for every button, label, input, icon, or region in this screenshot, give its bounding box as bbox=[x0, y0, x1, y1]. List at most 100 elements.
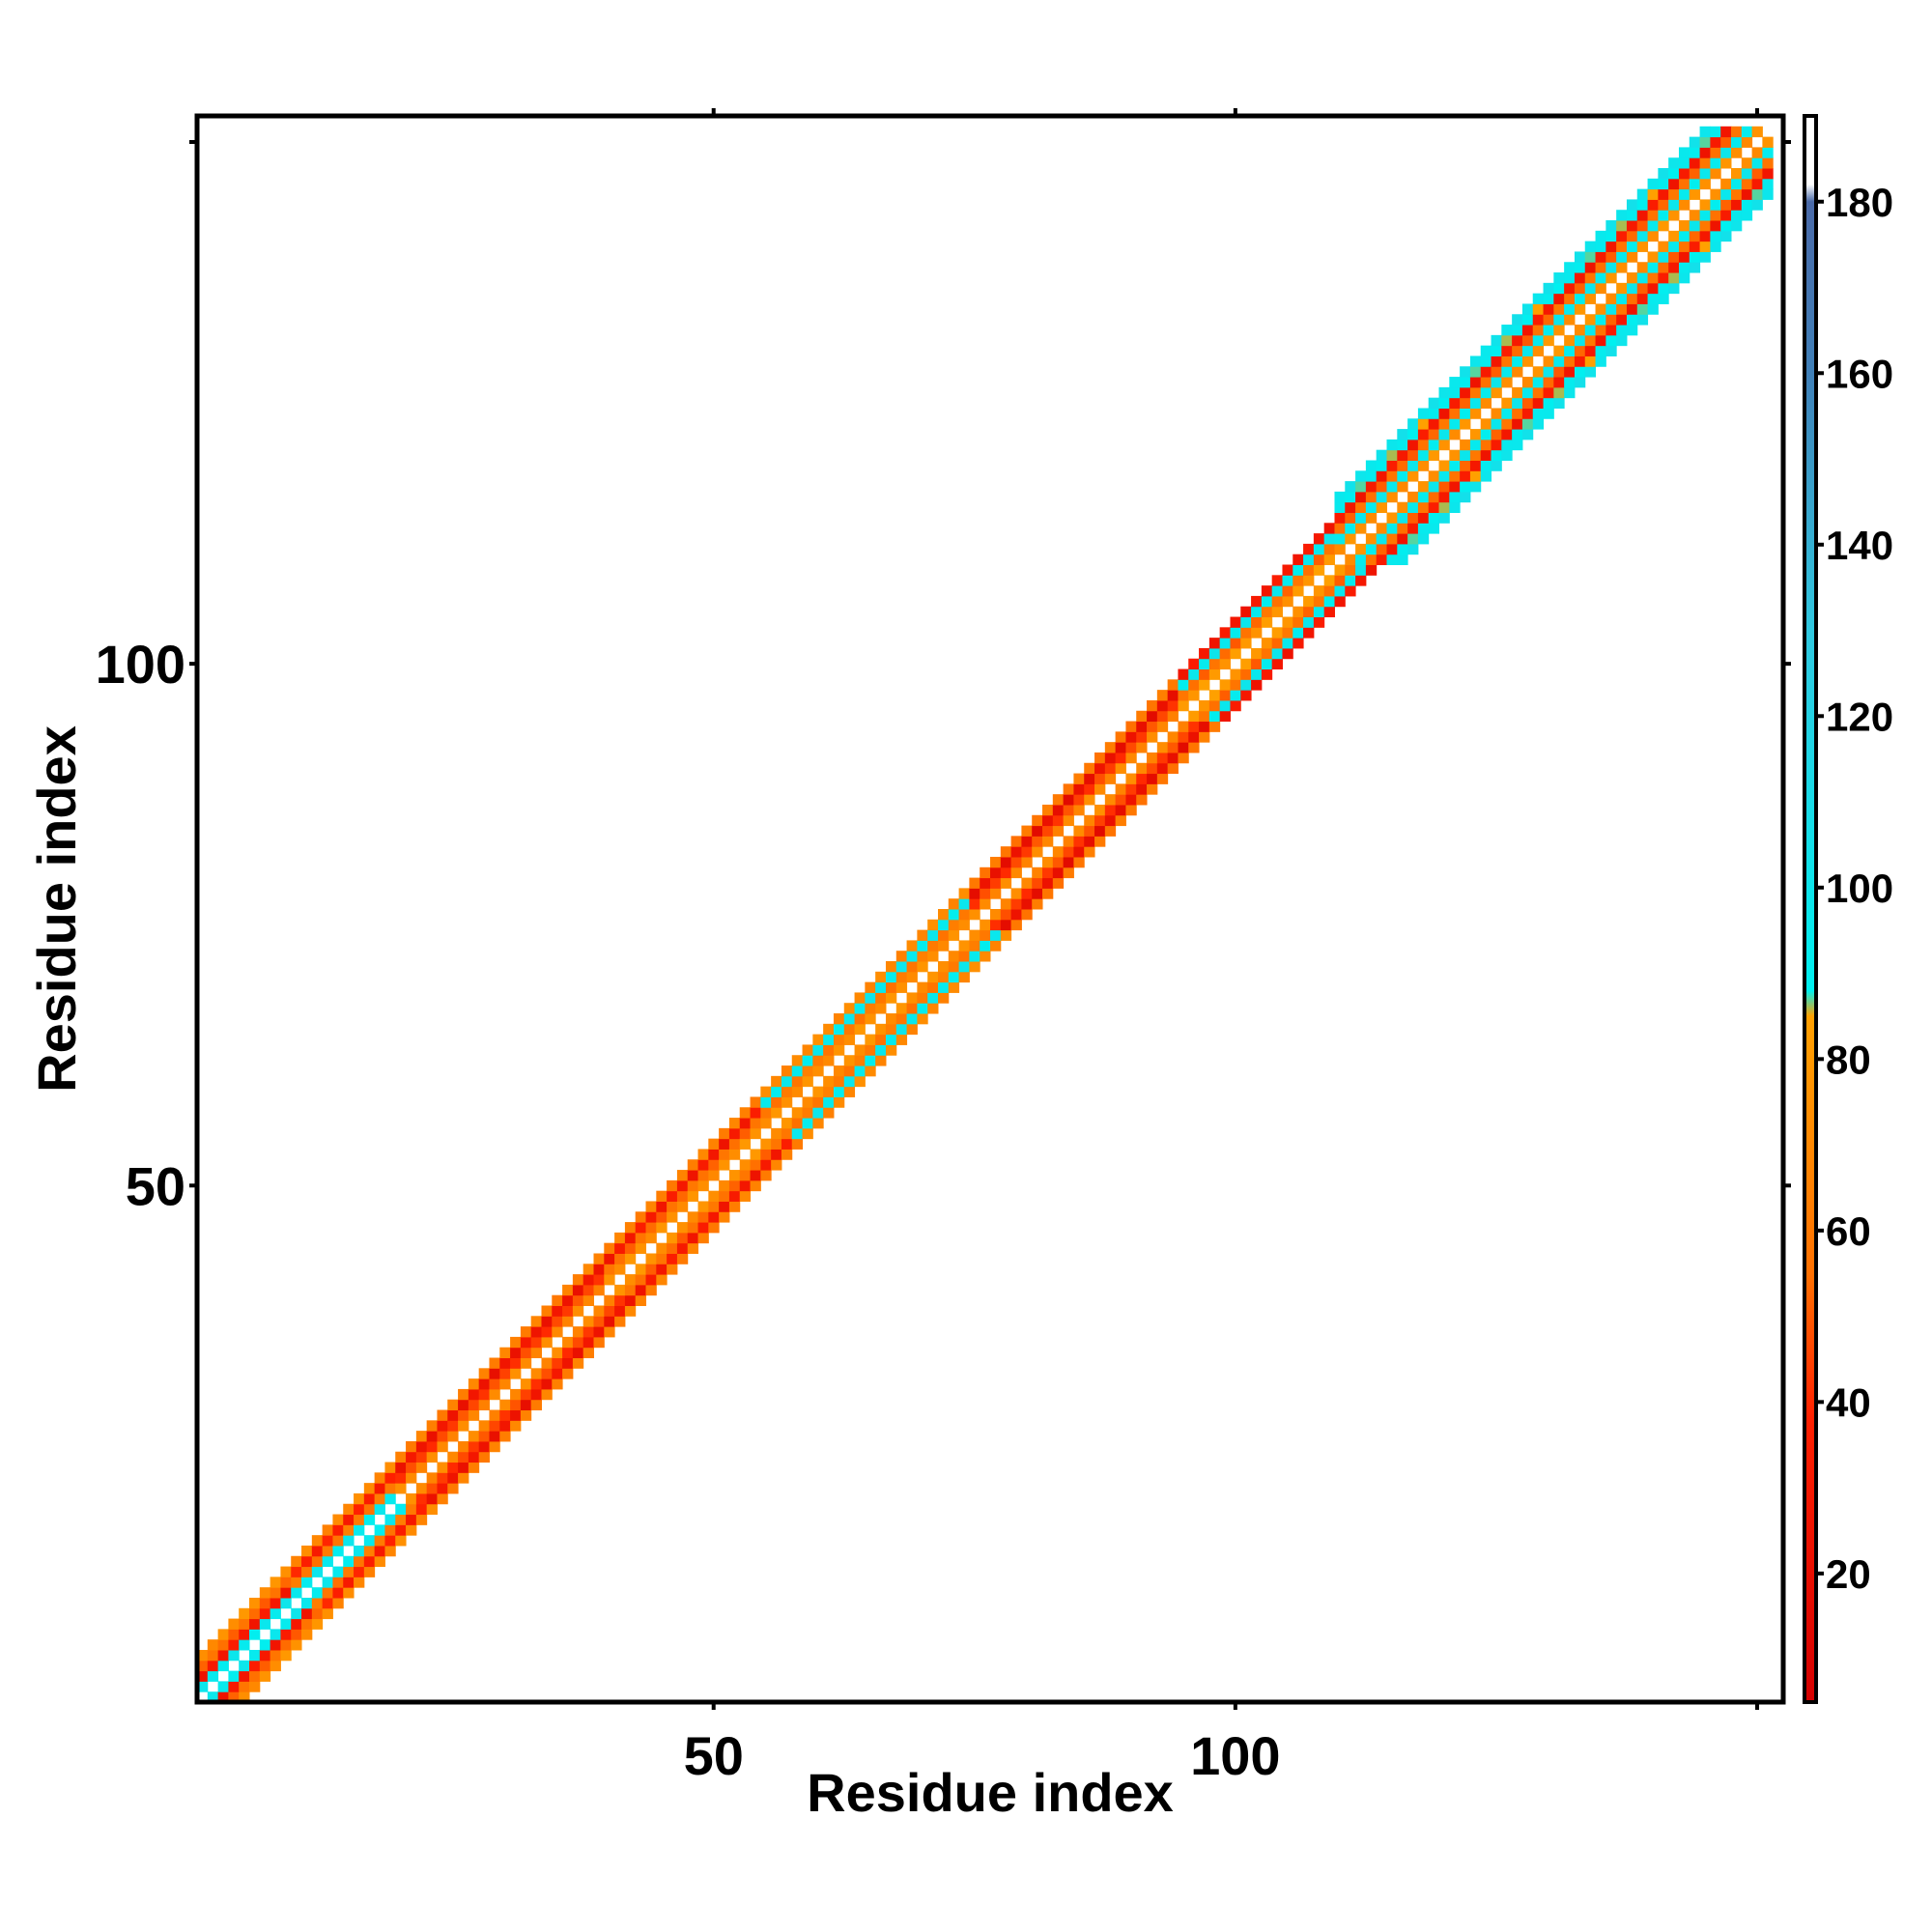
heatmap-cell bbox=[1386, 543, 1398, 555]
heatmap-cell bbox=[1543, 293, 1554, 304]
heatmap-cell bbox=[1647, 293, 1659, 304]
heatmap-cell bbox=[1710, 147, 1721, 158]
heatmap-cell bbox=[1073, 836, 1085, 847]
heatmap-cell bbox=[1699, 126, 1711, 138]
heatmap-cell bbox=[604, 1305, 615, 1317]
heatmap-cell bbox=[1271, 627, 1283, 639]
heatmap-cell bbox=[270, 1629, 281, 1640]
heatmap-cell bbox=[1689, 251, 1701, 263]
heatmap-cell bbox=[270, 1639, 281, 1651]
heatmap-cell bbox=[1469, 439, 1482, 451]
heatmap-cell bbox=[291, 1618, 302, 1630]
heatmap-cell bbox=[895, 971, 908, 983]
heatmap-cell bbox=[990, 929, 1002, 941]
heatmap-cell bbox=[1699, 178, 1711, 190]
heatmap-cell bbox=[1178, 679, 1189, 691]
heatmap-cell bbox=[1720, 230, 1732, 242]
heatmap-cell bbox=[927, 981, 939, 993]
heatmap-cell bbox=[228, 1639, 240, 1651]
heatmap-cell bbox=[426, 1420, 438, 1432]
heatmap-cell bbox=[374, 1535, 385, 1547]
heatmap-cell bbox=[875, 971, 887, 983]
heatmap-cell bbox=[1720, 210, 1732, 221]
heatmap-cell bbox=[1678, 199, 1690, 211]
heatmap-cell bbox=[1167, 679, 1179, 691]
heatmap-cell bbox=[1313, 533, 1325, 545]
heatmap-cell bbox=[1605, 262, 1617, 273]
heatmap-cell bbox=[406, 1503, 417, 1516]
heatmap-cell bbox=[322, 1607, 333, 1620]
heatmap-cell bbox=[1104, 825, 1117, 837]
heatmap-cell bbox=[948, 951, 960, 962]
heatmap-cell bbox=[1293, 564, 1304, 576]
heatmap-cell bbox=[1636, 210, 1649, 221]
heatmap-cell bbox=[458, 1388, 469, 1401]
heatmap-cell bbox=[958, 961, 970, 973]
heatmap-cell bbox=[1574, 251, 1586, 263]
heatmap-cell bbox=[1271, 575, 1283, 586]
heatmap-cell bbox=[1449, 449, 1461, 461]
heatmap-cell bbox=[1521, 314, 1534, 326]
heatmap-cell bbox=[1219, 627, 1231, 639]
heatmap-cell bbox=[1720, 220, 1732, 232]
heatmap-cell bbox=[1730, 210, 1743, 221]
heatmap-cell bbox=[1469, 377, 1482, 388]
heatmap-cell bbox=[1751, 147, 1763, 158]
heatmap-cell bbox=[1532, 325, 1545, 336]
heatmap-cell bbox=[948, 909, 960, 921]
heatmap-cell bbox=[406, 1462, 417, 1473]
heatmap-cell bbox=[719, 1127, 730, 1140]
heatmap-cell bbox=[1397, 501, 1408, 513]
heatmap-cell bbox=[1293, 575, 1304, 586]
heatmap-cell bbox=[468, 1399, 480, 1411]
heatmap-cell bbox=[1261, 638, 1273, 649]
heatmap-cell bbox=[1574, 262, 1586, 273]
heatmap-cell bbox=[406, 1492, 417, 1505]
heatmap-cell bbox=[604, 1294, 615, 1306]
heatmap-cell bbox=[635, 1274, 647, 1286]
heatmap-cell bbox=[1512, 418, 1523, 430]
heatmap-cell bbox=[280, 1587, 292, 1599]
heatmap-cell bbox=[1125, 804, 1137, 816]
colorbar-tick-label: 20 bbox=[1826, 1551, 1871, 1597]
heatmap-cell bbox=[1668, 168, 1680, 180]
heatmap-cell bbox=[1710, 136, 1721, 148]
heatmap-cell bbox=[1063, 804, 1074, 816]
heatmap-cell bbox=[1605, 241, 1617, 252]
heatmap-cell bbox=[1417, 418, 1430, 430]
heatmap-cell bbox=[311, 1566, 324, 1577]
heatmap-cell bbox=[228, 1649, 240, 1662]
heatmap-cell bbox=[1730, 126, 1743, 138]
heatmap-cell bbox=[374, 1545, 385, 1557]
heatmap-cell bbox=[530, 1336, 542, 1349]
heatmap-cell bbox=[354, 1545, 365, 1557]
heatmap-cell bbox=[656, 1222, 668, 1234]
heatmap-cell bbox=[1574, 272, 1586, 284]
heatmap-cell bbox=[1084, 794, 1095, 806]
heatmap-cell bbox=[1219, 710, 1231, 723]
heatmap-cell bbox=[1303, 575, 1315, 586]
heatmap-cell bbox=[697, 1179, 709, 1192]
heatmap-cell bbox=[259, 1607, 271, 1620]
heatmap-cell bbox=[322, 1555, 333, 1568]
heatmap-cell bbox=[1240, 627, 1252, 639]
heatmap-cell bbox=[771, 1127, 782, 1140]
heatmap-cell bbox=[1052, 867, 1065, 879]
heatmap-cell bbox=[687, 1170, 699, 1181]
heatmap-cell bbox=[415, 1451, 428, 1463]
heatmap-cell bbox=[1417, 512, 1430, 524]
heatmap-cell bbox=[228, 1618, 240, 1630]
heatmap-cell bbox=[259, 1639, 271, 1651]
heatmap-cell bbox=[906, 940, 918, 952]
heatmap-cell bbox=[1323, 523, 1335, 534]
heatmap-cell bbox=[1449, 397, 1461, 409]
heatmap-cell bbox=[1751, 126, 1763, 138]
heatmap-cell bbox=[1136, 742, 1148, 753]
heatmap-cell bbox=[895, 981, 908, 993]
heatmap-cell bbox=[1605, 220, 1617, 232]
heatmap-cell bbox=[374, 1492, 385, 1505]
colorbar-tick-label: 140 bbox=[1826, 523, 1893, 568]
heatmap-cell bbox=[1417, 481, 1430, 493]
heatmap-cell bbox=[301, 1629, 313, 1640]
heatmap-cell bbox=[1136, 710, 1148, 723]
